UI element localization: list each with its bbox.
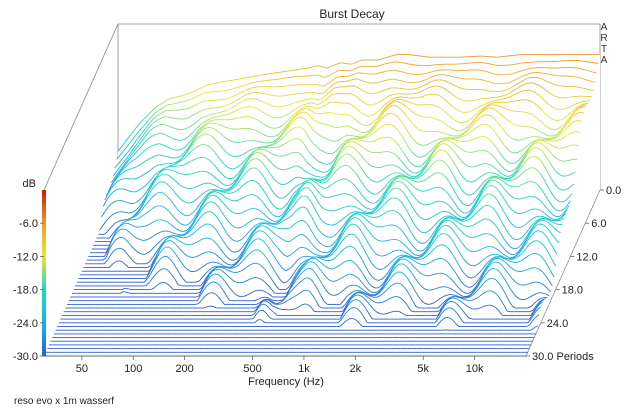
frame-left-diagonal <box>43 23 119 191</box>
decay-slice <box>67 268 550 305</box>
x-tick-label: 1k <box>298 363 310 375</box>
y-tick-label: -30.0 <box>13 351 38 363</box>
frame-right-diagonal <box>525 189 601 357</box>
x-ticks: 50 100 200 500 1k 2k 5k 10k <box>76 356 484 375</box>
chart-title: Burst Decay <box>319 7 384 21</box>
z-tick-label: 6.0 <box>591 218 606 230</box>
decay-slice <box>57 314 540 327</box>
x-tick-label: 500 <box>243 363 261 375</box>
x-tick-label: 50 <box>76 363 88 375</box>
decay-slices <box>44 53 600 357</box>
y-ticks: -6.0 -12.0 -18.0 -24.0 -30.0 <box>13 218 44 363</box>
decay-slice <box>55 325 538 331</box>
y-tick-label: -12.0 <box>13 251 38 263</box>
x-tick-label: 200 <box>175 363 193 375</box>
y-tick-label: -18.0 <box>13 285 38 297</box>
z-tick-label: 18.0 <box>562 285 583 297</box>
z-tick-label: 12.0 <box>576 251 597 263</box>
y-tick-label: -6.0 <box>19 218 38 230</box>
decay-slice <box>58 306 542 324</box>
z-tick-label: 0.0 <box>606 185 621 197</box>
y-tick-label: -24.0 <box>13 318 38 330</box>
x-tick-label: 10k <box>466 363 484 375</box>
y-axis-label: dB <box>23 178 36 190</box>
db-colorbar <box>42 190 46 356</box>
x-tick-label: 100 <box>124 363 142 375</box>
z-ticks: 0.0 6.0 12.0 18.0 24.0 30.0 Periods <box>526 185 621 363</box>
decay-slice <box>65 277 548 309</box>
x-tick-label: 2k <box>350 363 362 375</box>
x-axis-label: Frequency (Hz) <box>248 376 324 388</box>
z-tick-label: 24.0 <box>547 318 568 330</box>
x-tick-label: 5k <box>417 363 429 375</box>
footer-caption: reso evo x 1m wasserf <box>14 396 114 407</box>
z-axis-label: Periods <box>553 351 594 363</box>
z-tick-label: 30.0 Periods <box>532 351 594 363</box>
